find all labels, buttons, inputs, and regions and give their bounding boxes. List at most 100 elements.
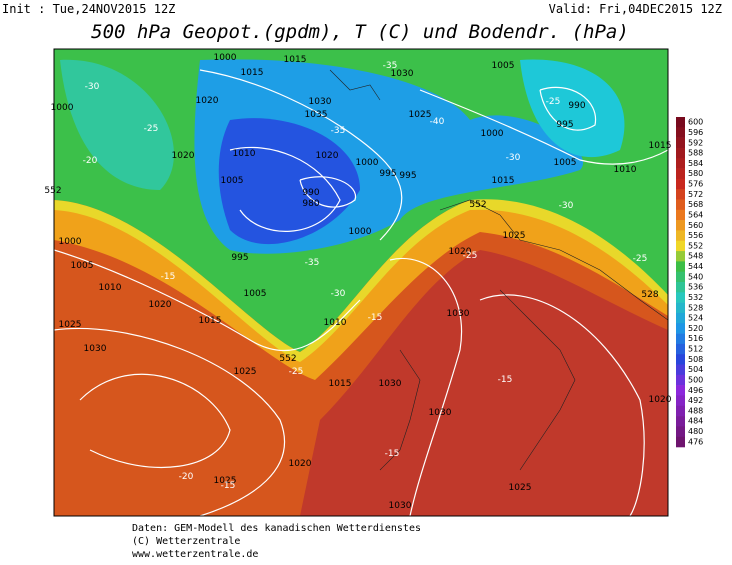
isobar-label: 1020 [449,247,472,257]
colorbar-label: 536 [688,283,703,292]
isobar-label: 1025 [234,367,257,377]
isobar-label: 1005 [244,289,267,299]
isobar-label: 1005 [554,158,577,168]
colorbar-band [676,199,685,211]
colorbar-label: 576 [688,180,703,189]
map-field [54,49,668,516]
colorbar-band [676,416,685,427]
isobar-label: 1030 [429,408,452,418]
colorbar-label: 592 [688,138,703,147]
colorbar-band [676,189,685,200]
colorbar-label: 492 [688,396,703,405]
colorbar-band [676,282,685,293]
isobar-label: 1030 [389,501,412,511]
colorbar-label: 552 [688,241,703,250]
isobar-label: 1010 [233,149,256,159]
colorbar-label: 572 [688,190,703,199]
isobar-label: 995 [556,120,573,130]
geopotential-label: 552 [279,354,296,364]
temperature-label: -35 [383,61,398,71]
colorbar-label: 528 [688,303,703,312]
isobar-label: 1000 [59,237,82,247]
colorbar-band [676,137,685,149]
colorbar-label: 500 [688,375,703,384]
isobar-label: 1020 [289,459,312,469]
isobar-label: 1000 [356,158,379,168]
temperature-label: -30 [506,153,521,163]
colorbar-band [676,354,685,365]
footer-source: Daten: GEM-Modell des kanadischen Wetter… [132,523,421,534]
temperature-label: -40 [430,117,445,127]
colorbar-band [676,426,685,437]
isobar-label: 1030 [84,344,107,354]
colorbar-band [676,168,685,180]
isobar-label: 1010 [324,318,347,328]
temperature-label: -15 [368,313,383,323]
temperature-label: -15 [221,481,236,491]
footer-url: www.wetterzentrale.de [132,549,258,560]
isobar-label: 1020 [196,96,219,106]
isobar-label: 1030 [379,379,402,389]
isobar-label: 1035 [305,110,328,120]
isobar-label: 1000 [51,103,74,113]
colorbar-band [676,178,685,190]
colorbar-label: 584 [688,159,703,168]
colorbar-band [676,374,685,386]
colorbar-label: 596 [688,128,703,137]
colorbar-band [676,385,685,396]
isobar-label: 1015 [284,55,307,65]
colorbar-label: 548 [688,252,703,261]
geopotential-label: 552 [469,200,486,210]
map-frame [53,48,669,517]
isobar-label: 1000 [481,129,504,139]
valid-time: Valid: Fri,04DEC2015 12Z [549,2,722,16]
temperature-label: -20 [179,472,194,482]
colorbar-label: 588 [688,149,703,158]
colorbar-label: 480 [688,427,703,436]
isobar-label: 1025 [503,231,526,241]
temperature-label: -25 [144,124,159,134]
colorbar-label: 504 [688,365,703,374]
isobar-label: 1015 [199,316,222,326]
colorbar-label: 524 [688,314,703,323]
colorbar-label: 476 [688,437,703,446]
temperature-label: -30 [85,82,100,92]
isobar-label: 1015 [492,176,515,186]
isobar-label: 1030 [447,309,470,319]
isobar-label: 1000 [214,53,237,63]
colorbar-band [676,292,685,303]
isobar-label: 1025 [59,320,82,330]
isobar-label: 1005 [492,61,515,71]
colorbar-band [676,117,685,128]
temperature-label: -15 [161,272,176,282]
temperature-label: -20 [83,156,98,166]
colorbar-band [676,220,685,231]
isobar-label: 990 [302,188,319,198]
isobar-label: 1010 [99,283,122,293]
isobar-label: 980 [302,199,319,209]
isobar-label: 1025 [214,476,237,486]
colorbar-label: 516 [688,334,703,343]
colorbar-label: 540 [688,272,703,281]
colorbar-label: 532 [688,293,703,302]
colorbar-band [676,364,685,376]
isobar-label: 1020 [149,300,172,310]
temperature-label: -25 [546,97,561,107]
isobar-label: 1000 [349,227,372,237]
temperature-label: -30 [559,201,574,211]
isobar-label: 995 [379,169,396,179]
geopotential-label: 528 [641,290,658,300]
isobar-label: 1030 [391,69,414,79]
colorbar-band [676,209,685,221]
temperature-label: -25 [633,254,648,264]
colorbar-band [676,343,685,355]
isobar-label: 1015 [329,379,352,389]
colorbar-band [676,261,685,272]
colorbar-label: 496 [688,386,703,395]
colorbar-label: 564 [688,210,703,219]
isobar-label: 1005 [71,261,94,271]
colorbar-band [676,240,685,252]
colorbar-label: 520 [688,324,703,333]
colorbar-label: 512 [688,345,703,354]
map-title: 500 hPa Geopot.(gpdm), T (C) und Bodendr… [91,21,629,43]
